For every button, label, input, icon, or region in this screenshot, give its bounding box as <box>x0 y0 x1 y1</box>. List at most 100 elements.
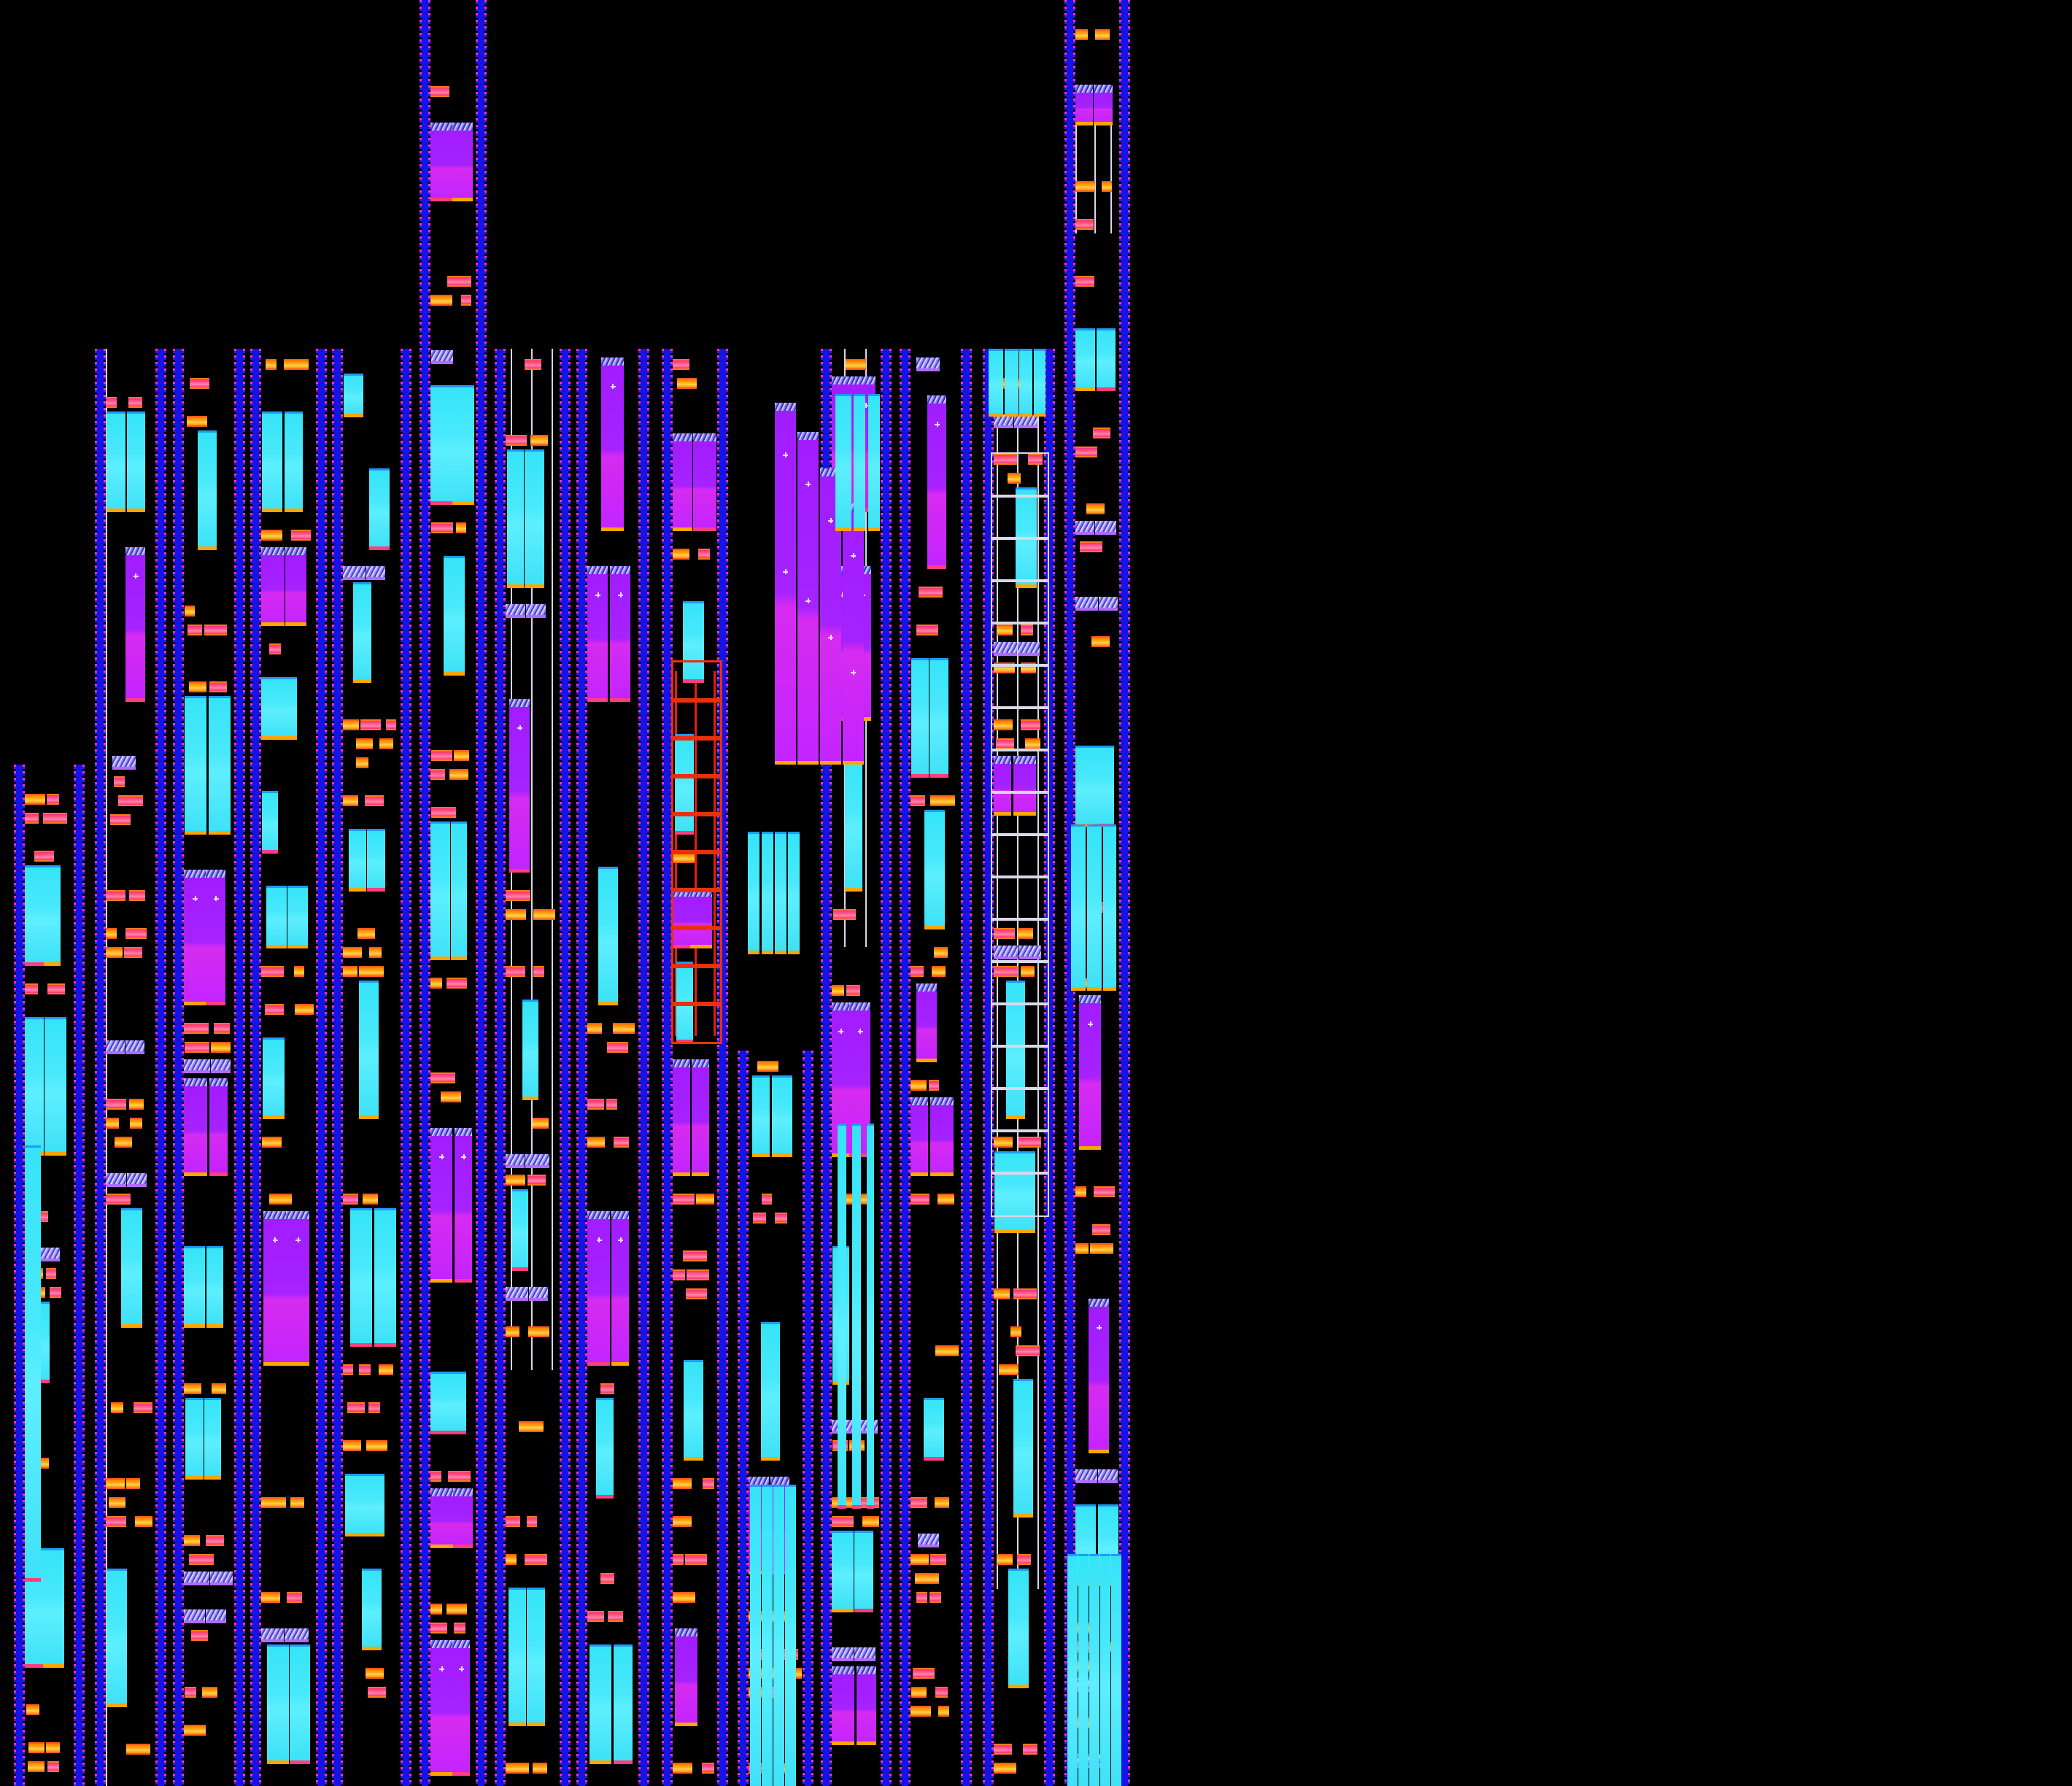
token-variable-bar <box>911 1706 931 1717</box>
token-variable-bar <box>929 1592 941 1603</box>
token-variable-bar <box>47 1761 59 1772</box>
token-variable-bar <box>1102 181 1112 192</box>
token-variable-bar <box>1028 454 1043 465</box>
token-table-cell <box>991 1129 1049 1175</box>
token-variable-bar <box>911 1554 929 1565</box>
token-function-bar <box>46 1268 56 1279</box>
token-variable-bar <box>600 1573 614 1584</box>
token-variable-bar <box>1010 1326 1021 1337</box>
token-table-cell <box>671 812 722 854</box>
token-function-bar <box>191 1630 208 1641</box>
token-variable-bar <box>506 1554 517 1565</box>
token-table-cell <box>991 622 1049 667</box>
token-variable-bar <box>687 1269 709 1280</box>
token-string-block <box>761 1322 780 1461</box>
token-sparkle <box>783 452 788 457</box>
indent-guide-2 <box>95 349 106 1786</box>
token-variable-bar <box>343 719 359 730</box>
token-variable-bar <box>525 1554 547 1565</box>
token-function-bar <box>50 1287 61 1298</box>
token-variable-bar <box>702 1763 714 1774</box>
token-comment <box>431 350 453 364</box>
token-variable-bar <box>187 416 207 427</box>
token-string-block <box>596 1398 614 1499</box>
token-string-block <box>350 1208 372 1347</box>
token-function-bar <box>269 643 281 654</box>
token-variable-bar <box>1021 625 1033 635</box>
token-variable-bar <box>110 814 131 825</box>
token-variable-bar <box>994 719 1013 730</box>
token-variable-bar <box>911 795 925 806</box>
token-variable-bar <box>506 966 525 977</box>
indent-guide-14 <box>576 349 587 1786</box>
token-variable-bar <box>1090 1243 1113 1254</box>
token-keyword-block <box>673 433 692 531</box>
token-table-cell <box>991 706 1049 751</box>
token-keyword-block <box>916 983 937 1062</box>
token-function-bar <box>128 397 142 408</box>
token-variable-bar <box>832 985 844 996</box>
token-function-bar <box>359 966 384 977</box>
token-sparkle <box>133 573 139 579</box>
token-string-pane <box>1078 1554 1089 1786</box>
token-variable-bar <box>1095 29 1110 40</box>
token-variable-bar <box>291 530 311 541</box>
token-string-block <box>107 411 125 512</box>
token-variable-bar <box>454 750 469 761</box>
token-string-block <box>369 468 390 550</box>
token-comment <box>127 1173 147 1187</box>
token-function-bar <box>430 1072 455 1083</box>
indent-guide-21 <box>881 349 892 1786</box>
token-function-bar <box>753 1213 766 1223</box>
token-string-block <box>451 822 467 960</box>
token-keyword-block <box>1094 85 1113 125</box>
token-sparkle <box>783 569 788 574</box>
token-string-pane <box>785 1485 796 1786</box>
token-table-cell <box>671 774 722 816</box>
token-variable-bar <box>915 1573 939 1584</box>
token-keyword-block <box>692 1059 709 1176</box>
token-variable-bar <box>703 1478 714 1489</box>
token-comment <box>994 642 1017 656</box>
token-variable-bar <box>587 1023 602 1034</box>
token-keyword-block <box>673 889 690 948</box>
token-variable-bar <box>999 1364 1018 1375</box>
token-string-block <box>353 582 371 683</box>
token-variable-bar <box>683 1250 707 1261</box>
rule-white-2 <box>531 349 533 1370</box>
token-comment <box>211 1059 231 1073</box>
token-keyword-block <box>832 1666 854 1745</box>
token-function-bar <box>206 1535 224 1546</box>
token-variable-bar <box>261 530 282 541</box>
token-variable-bar <box>189 1554 214 1565</box>
token-string-pane <box>1111 1554 1121 1786</box>
token-string-block <box>1013 1379 1033 1518</box>
token-sparkle <box>459 1666 464 1671</box>
token-keyword-block <box>911 1097 928 1176</box>
token-string-slab <box>1071 824 1086 991</box>
indent-guide-15 <box>638 349 649 1786</box>
token-function-bar <box>1021 966 1035 977</box>
token-comment <box>916 357 940 371</box>
token-keyword-block <box>453 1488 473 1548</box>
token-comment <box>832 1647 854 1661</box>
rule-white-14 <box>1110 95 1112 233</box>
token-variable-bar <box>1013 1288 1037 1299</box>
token-sparkle <box>295 1237 301 1242</box>
token-string-block <box>206 1246 223 1328</box>
token-comment <box>1095 521 1116 535</box>
indent-guide-13 <box>560 349 571 1786</box>
token-variable-bar <box>1016 1345 1040 1356</box>
token-variable-bar <box>608 1611 623 1622</box>
token-sparkle <box>935 422 940 427</box>
token-variable-bar <box>430 295 452 306</box>
token-keyword-staircase <box>775 403 796 765</box>
token-function-bar <box>28 1761 45 1772</box>
token-function-bar <box>1021 719 1040 730</box>
token-sparkle <box>618 592 623 598</box>
token-variable-bar <box>673 1763 692 1774</box>
token-variable-bar <box>356 738 373 749</box>
token-variable-bar <box>613 1023 635 1034</box>
token-variable-bar <box>527 1516 537 1527</box>
token-string-block <box>430 1372 447 1434</box>
